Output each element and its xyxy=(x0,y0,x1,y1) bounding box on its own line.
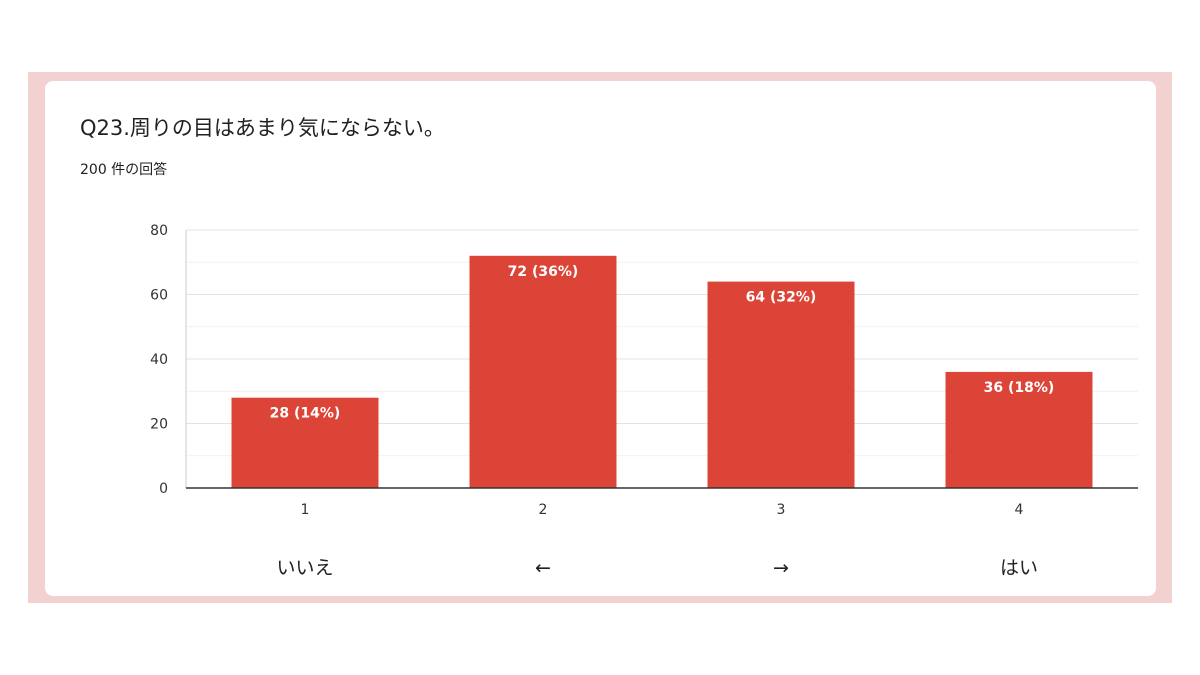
bar xyxy=(469,255,617,488)
response-count: 200 件の回答 xyxy=(80,162,168,178)
bar-data-label: 36 (18%) xyxy=(984,380,1055,396)
x-tick-label: 1 xyxy=(301,502,310,518)
x-tick-label: 4 xyxy=(1015,502,1024,518)
bar xyxy=(231,397,379,488)
category-caption: → xyxy=(773,557,789,579)
category-caption: ← xyxy=(535,557,551,579)
bar xyxy=(945,371,1093,488)
y-tick-label: 20 xyxy=(150,417,168,433)
bar xyxy=(707,281,855,488)
y-tick-label: 0 xyxy=(159,481,168,497)
bar-data-label: 64 (32%) xyxy=(746,290,817,306)
y-tick-label: 80 xyxy=(150,223,168,239)
category-caption: はい xyxy=(1000,557,1038,579)
category-caption: いいえ xyxy=(276,557,333,579)
y-tick-label: 60 xyxy=(150,288,168,304)
bar-data-label: 28 (14%) xyxy=(270,406,341,422)
x-tick-label: 3 xyxy=(777,502,786,518)
x-tick-label: 2 xyxy=(539,502,548,518)
question-title: Q23.周りの目はあまり気にならない。 xyxy=(80,116,445,140)
y-tick-label: 40 xyxy=(150,352,168,368)
bar-data-label: 72 (36%) xyxy=(508,264,579,280)
